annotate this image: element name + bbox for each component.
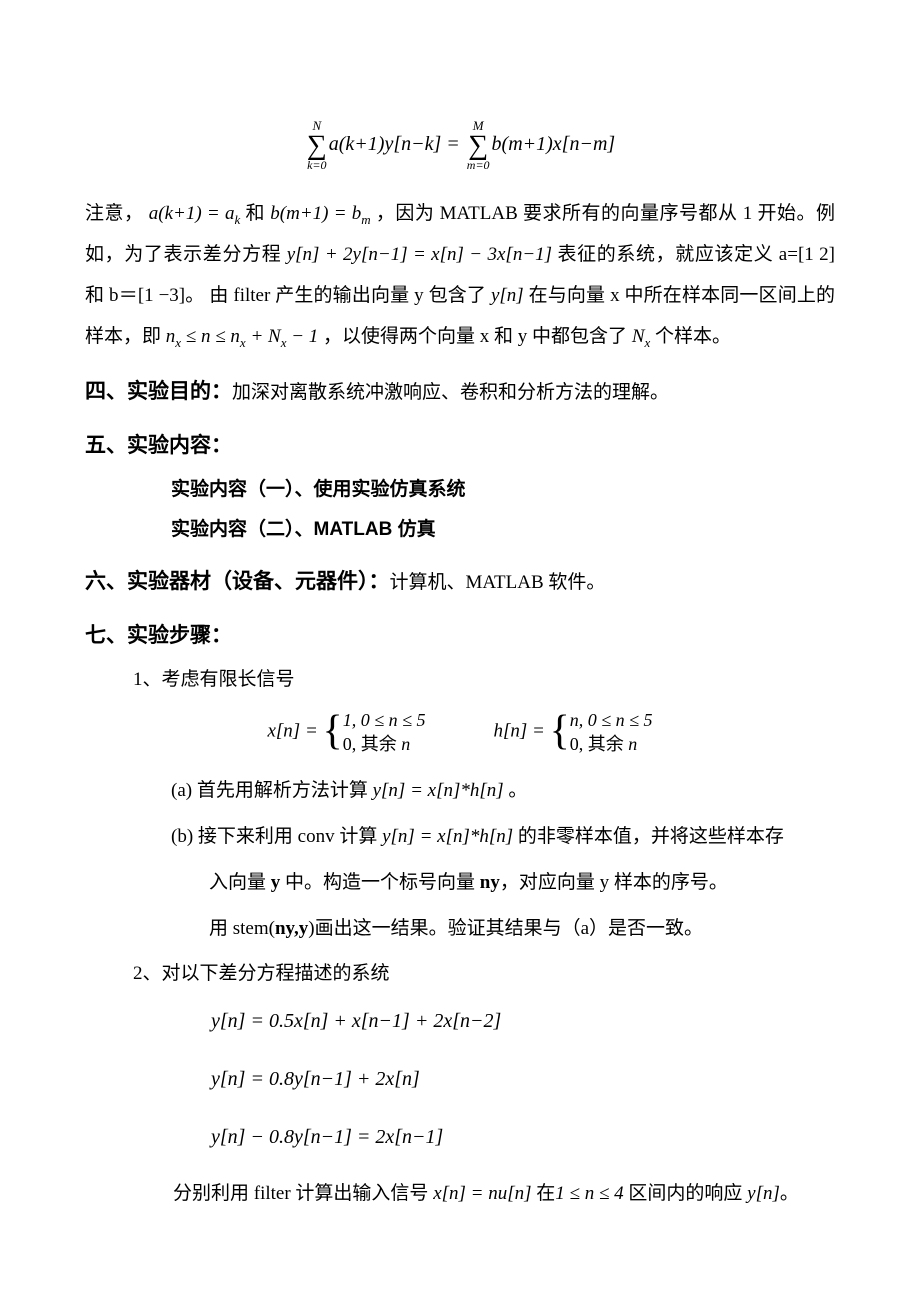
sigma-symbol: ∑ bbox=[467, 132, 490, 160]
note-math: a(k+1) = a bbox=[149, 203, 235, 224]
step-1b: (b) 接下来利用 conv 计算 y[n] = x[n]*h[n] 的非零样本… bbox=[171, 818, 835, 856]
note-sub: x bbox=[645, 335, 651, 350]
note-math: b(m+1) = b bbox=[270, 203, 361, 224]
sigma-right-bottom: m=0 bbox=[467, 160, 490, 171]
final-math: 1 ≤ n ≤ 4 bbox=[555, 1183, 623, 1204]
sum-right-body: b(m+1)x[n−m] bbox=[492, 133, 616, 155]
note-math: ≤ n ≤ n bbox=[181, 326, 240, 347]
step-text: 入向量 bbox=[209, 872, 271, 893]
section-6-heading: 六、实验器材（设备、元器件）：计算机、MATLAB 软件。 bbox=[85, 562, 835, 602]
note-text: ，以使得两个向量 x 和 y 中都包含了 bbox=[323, 326, 632, 347]
piecewise-row: x[n] = {1, 0 ≤ n ≤ 50, 其余 n h[n] = {n, 0… bbox=[85, 708, 835, 757]
heading-body: 加深对离散系统冲激响应、卷积和分析方法的理解。 bbox=[232, 382, 669, 403]
final-math: y[n] bbox=[747, 1183, 780, 1204]
step-1b-line3: 用 stem(ny,y)画出这一结果。验证其结果与（a）是否一致。 bbox=[209, 910, 835, 948]
equation-2: y[n] = 0.8y[n−1] + 2x[n] bbox=[211, 1060, 835, 1098]
step-text: ，对应向量 y 样本的序号。 bbox=[500, 872, 728, 893]
final-math: x[n] = nu[n] bbox=[433, 1183, 531, 1204]
note-sub: k bbox=[234, 212, 240, 227]
section-4-heading: 四、实验目的：加深对离散系统冲激响应、卷积和分析方法的理解。 bbox=[85, 372, 835, 412]
final-text: 。 bbox=[780, 1183, 799, 1204]
step-text: )画出这一结果。验证其结果与（a）是否一致。 bbox=[308, 918, 703, 939]
note-math: + N bbox=[246, 326, 281, 347]
section-5-item-1: 实验内容（一）、使用实验仿真系统 bbox=[171, 472, 835, 508]
section-5-item-2: 实验内容（二）、MATLAB 仿真 bbox=[171, 512, 835, 548]
heading-label: 四、实验目的： bbox=[85, 380, 232, 403]
step-1-title: 1、考虑有限长信号 bbox=[133, 662, 835, 698]
piecewise-case: n, 0 ≤ n ≤ 5 bbox=[570, 710, 653, 730]
note-paragraph: 注意， a(k+1) = ak 和 b(m+1) = bm ，因为 MATLAB… bbox=[85, 194, 835, 357]
equation-1: y[n] = 0.5x[n] + x[n−1] + 2x[n−2] bbox=[211, 1002, 835, 1040]
piecewise-x: x[n] = {1, 0 ≤ n ≤ 50, 其余 n bbox=[267, 708, 425, 757]
piecewise-label: x[n] = bbox=[267, 720, 322, 741]
step-2-final: 分别利用 filter 计算出输入信号 x[n] = nu[n] 在1 ≤ n … bbox=[173, 1176, 835, 1212]
piecewise-h: h[n] = {n, 0 ≤ n ≤ 50, 其余 n bbox=[493, 708, 652, 757]
step-text: 中。构造一个标号向量 bbox=[280, 872, 480, 893]
note-sub: m bbox=[361, 212, 370, 227]
step-tail: 的非零样本值，并将这些样本存 bbox=[513, 826, 784, 847]
section-5-heading: 五、实验内容： bbox=[85, 426, 835, 466]
step-1a: (a) 首先用解析方法计算 y[n] = x[n]*h[n] 。 bbox=[171, 772, 835, 810]
step-math: y[n] = x[n]*h[n] bbox=[373, 780, 504, 801]
final-text: 分别利用 filter 计算出输入信号 bbox=[173, 1183, 433, 1204]
step-label: (a) 首先用解析方法计算 bbox=[171, 780, 373, 801]
note-math: − 1 bbox=[286, 326, 318, 347]
step-text: 用 stem( bbox=[209, 918, 275, 939]
step-bold: y bbox=[271, 872, 281, 893]
step-1b-line2: 入向量 y 中。构造一个标号向量 ny，对应向量 y 样本的序号。 bbox=[209, 864, 835, 902]
final-text: 在 bbox=[532, 1183, 556, 1204]
step-math: y[n] = x[n]*h[n] bbox=[382, 826, 513, 847]
final-text: 区间内的响应 bbox=[624, 1183, 748, 1204]
step-2-title: 2、对以下差分方程描述的系统 bbox=[133, 956, 835, 992]
note-math: n bbox=[166, 326, 176, 347]
sigma-symbol: ∑ bbox=[307, 132, 327, 160]
step-label: (b) 接下来利用 conv 计算 bbox=[171, 826, 382, 847]
note-math: N bbox=[632, 326, 645, 347]
note-math: y[n] bbox=[491, 285, 524, 306]
equation-list: y[n] = 0.5x[n] + x[n−1] + 2x[n−2] y[n] =… bbox=[211, 1002, 835, 1156]
step-bold: ny,y bbox=[275, 918, 308, 939]
step-tail: 。 bbox=[504, 780, 528, 801]
note-text: 个样本。 bbox=[655, 326, 731, 347]
note-math: y[n] + 2y[n−1] = x[n] − 3x[n−1] bbox=[287, 244, 552, 265]
piecewise-case: 1, 0 ≤ n ≤ 5 bbox=[343, 710, 426, 730]
equation-3: y[n] − 0.8y[n−1] = 2x[n−1] bbox=[211, 1118, 835, 1156]
step-bold: ny bbox=[480, 872, 500, 893]
section-7-heading: 七、实验步骤： bbox=[85, 616, 835, 656]
note-text: 和 bbox=[246, 203, 271, 224]
equals-sign: = bbox=[441, 133, 465, 155]
sigma-left-bottom: k=0 bbox=[307, 160, 327, 171]
note-text: 注意， bbox=[85, 203, 144, 224]
sum-left-body: a(k+1)y[n−k] bbox=[329, 133, 442, 155]
piecewise-label: h[n] = bbox=[493, 720, 549, 741]
heading-body: 计算机、MATLAB 软件。 bbox=[390, 572, 606, 593]
main-formula: N ∑ k=0 a(k+1)y[n−k] = M ∑ m=0 b(m+1)x[n… bbox=[85, 120, 835, 170]
heading-label: 六、实验器材（设备、元器件）： bbox=[85, 570, 390, 593]
